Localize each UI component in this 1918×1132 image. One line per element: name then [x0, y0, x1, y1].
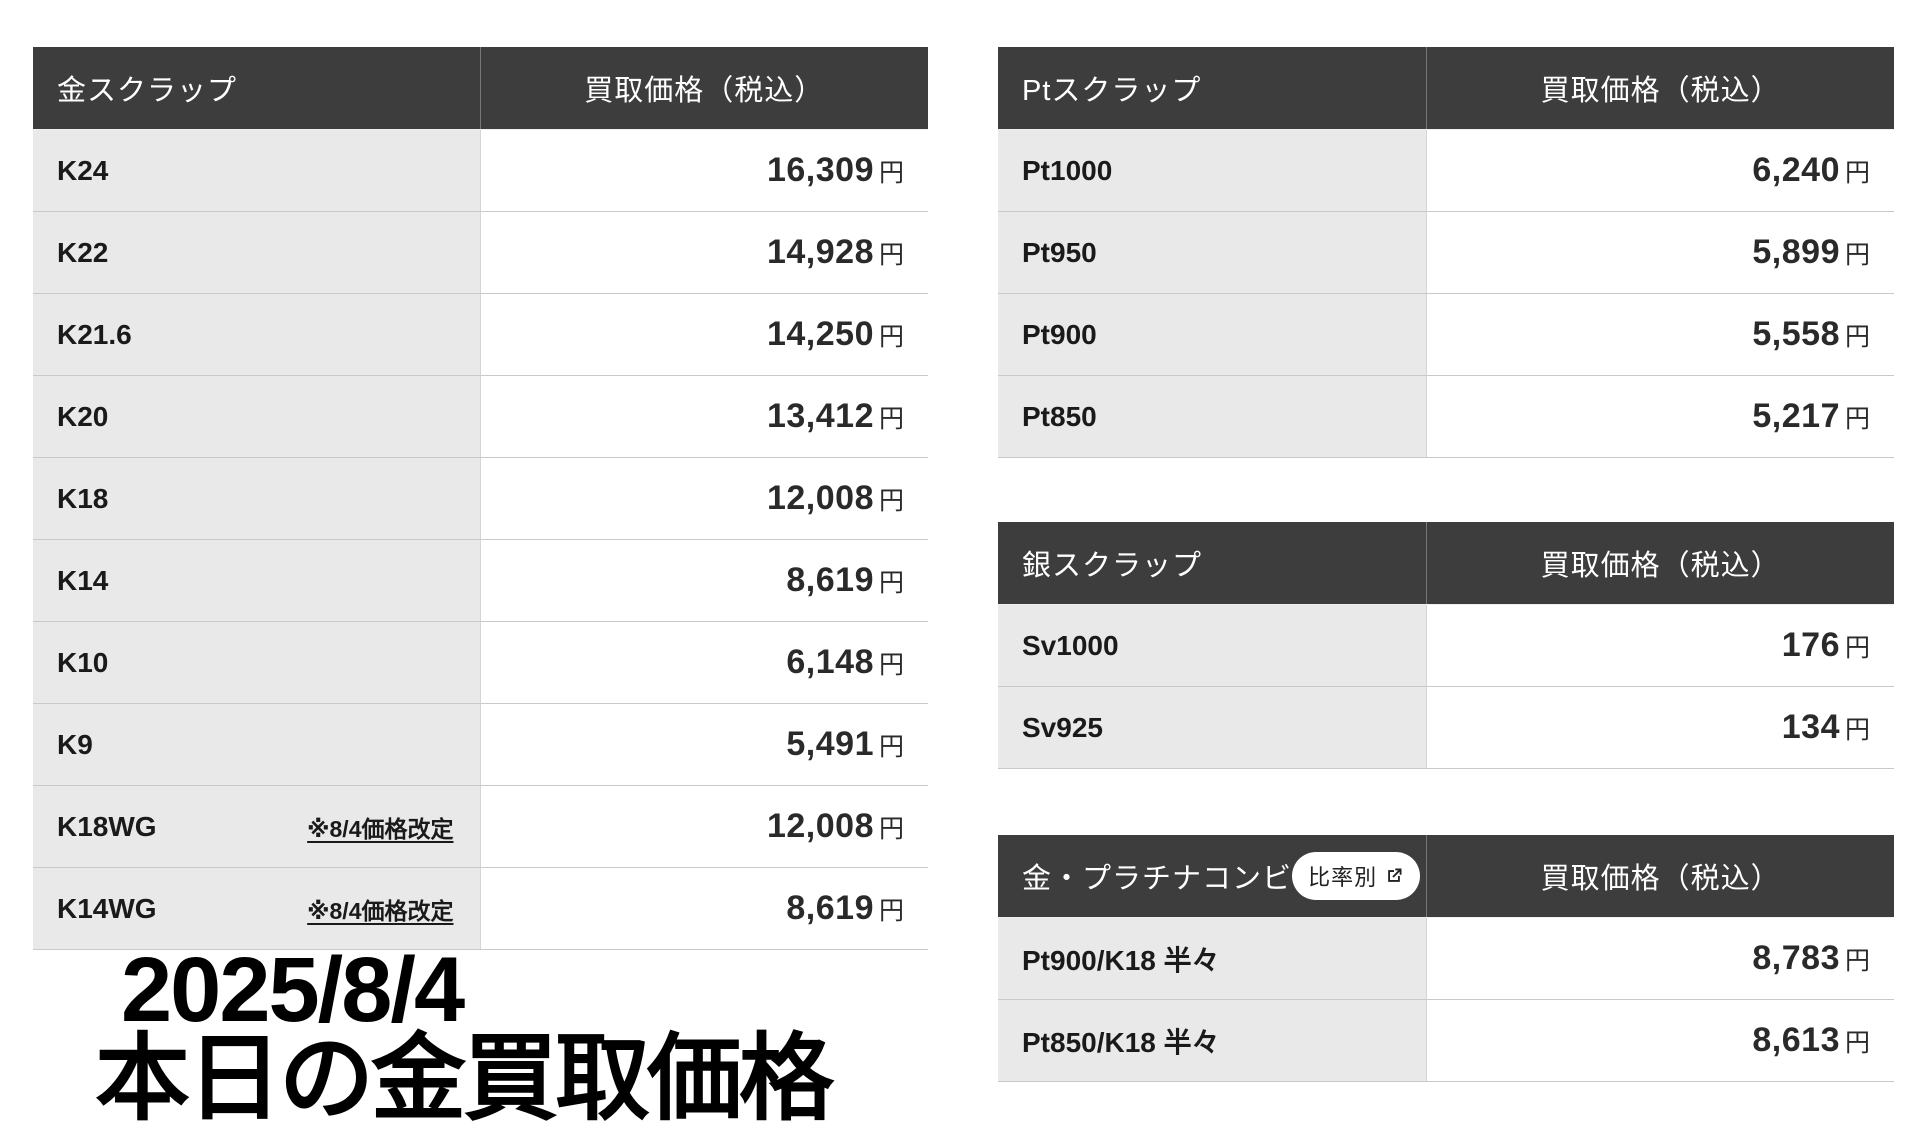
- yen-suffix: 円: [878, 405, 904, 433]
- table-row: K24 16,309 円: [33, 130, 928, 212]
- table-row: K21.6 14,250 円: [33, 294, 928, 376]
- table-row: K22 14,928 円: [33, 212, 928, 294]
- metal-label: Sv925: [1022, 711, 1103, 743]
- table-row: Pt900 5,558 円: [998, 294, 1894, 376]
- price-value: 6,240: [1752, 151, 1840, 189]
- price-value: 14,928: [766, 233, 874, 271]
- table-row: K18 12,008 円: [33, 458, 928, 540]
- yen-suffix: 円: [878, 159, 904, 187]
- metal-label: K20: [57, 400, 109, 432]
- yen-suffix: 円: [1844, 716, 1870, 744]
- price-value: 8,783: [1752, 939, 1840, 977]
- silver-table-title: 銀スクラップ: [998, 522, 1428, 604]
- platinum-table-header: Ptスクラップ 買取価格（税込）: [998, 47, 1894, 130]
- metal-label: K21.6: [57, 318, 132, 350]
- yen-suffix: 円: [1844, 405, 1870, 433]
- price-value: 134: [1781, 708, 1840, 746]
- price-value: 5,558: [1752, 315, 1840, 353]
- metal-label: K9: [57, 728, 93, 760]
- ratio-badge-label: 比率別: [1308, 865, 1378, 890]
- gold-table-header: 金スクラップ 買取価格（税込）: [33, 47, 928, 130]
- price-value: 5,217: [1752, 397, 1840, 435]
- metal-label: Pt850/K18 半々: [1022, 1026, 1220, 1058]
- yen-suffix: 円: [878, 897, 904, 925]
- price-revision-note[interactable]: ※8/4価格改定: [307, 815, 454, 842]
- gold-table-title: 金スクラップ: [33, 47, 481, 129]
- gold-scrap-table: 金スクラップ 買取価格（税込） K24 16,309 円 K22 14,928 円 …: [33, 47, 928, 950]
- yen-suffix: 円: [878, 815, 904, 843]
- yen-suffix: 円: [878, 323, 904, 351]
- price-value: 6,148: [786, 643, 874, 681]
- price-value: 8,613: [1752, 1021, 1840, 1059]
- table-row: K14 8,619 円: [33, 540, 928, 622]
- platinum-scrap-table: Ptスクラップ 買取価格（税込） Pt1000 6,240 円 Pt950 5,8…: [998, 47, 1894, 458]
- table-row: K20 13,412 円: [33, 376, 928, 458]
- metal-label: K14: [57, 564, 109, 596]
- metal-label: K18WG: [57, 810, 157, 842]
- price-value: 8,619: [786, 889, 874, 927]
- table-row: Sv925 134 円: [998, 687, 1894, 769]
- price-value: 8,619: [786, 561, 874, 599]
- metal-label: Pt900: [1022, 318, 1097, 350]
- yen-suffix: 円: [878, 241, 904, 269]
- price-value: 14,250: [766, 315, 874, 353]
- price-value: 5,491: [786, 725, 874, 763]
- price-column-header: 買取価格（税込）: [1540, 550, 1781, 582]
- price-column-header: 買取価格（税込）: [584, 75, 825, 107]
- yen-suffix: 円: [878, 651, 904, 679]
- metal-label: K24: [57, 154, 109, 186]
- price-value: 12,008: [766, 807, 874, 845]
- price-revision-note[interactable]: ※8/4価格改定: [307, 897, 454, 924]
- yen-suffix: 円: [1844, 159, 1870, 187]
- metal-label: K22: [57, 236, 109, 268]
- table-row: Pt1000 6,240 円: [998, 130, 1894, 212]
- yen-suffix: 円: [1844, 634, 1870, 662]
- price-value: 5,899: [1752, 233, 1840, 271]
- yen-suffix: 円: [1844, 323, 1870, 351]
- table-row: Pt850 5,217 円: [998, 376, 1894, 458]
- metal-label: K14WG: [57, 892, 157, 924]
- table-row: K14WG ※8/4価格改定 8,619 円: [33, 868, 928, 950]
- table-row: Pt850/K18 半々 8,613 円: [998, 1000, 1894, 1082]
- metal-label: Pt1000: [1022, 154, 1113, 186]
- combo-table-title: 金・プラチナコンビ: [1022, 863, 1293, 895]
- yen-suffix: 円: [1844, 947, 1870, 975]
- date-banner: 2025/8/4 本日の金買取価格: [95, 939, 834, 1132]
- metal-label: Pt900/K18 半々: [1022, 944, 1220, 976]
- table-row: Pt950 5,899 円: [998, 212, 1894, 294]
- table-row: Sv1000 176 円: [998, 605, 1894, 687]
- table-row: Pt900/K18 半々 8,783 円: [998, 918, 1894, 1000]
- metal-label: Sv1000: [1022, 629, 1119, 661]
- metal-label: K18: [57, 482, 109, 514]
- price-column-header: 買取価格（税込）: [1540, 863, 1781, 895]
- yen-suffix: 円: [878, 487, 904, 515]
- metal-label: Pt850: [1022, 400, 1097, 432]
- silver-scrap-table: 銀スクラップ 買取価格（税込） Sv1000 176 円 Sv925 134 円: [998, 522, 1894, 769]
- banner-date: 2025/8/4: [121, 939, 465, 1041]
- yen-suffix: 円: [1844, 1029, 1870, 1057]
- table-row: K10 6,148 円: [33, 622, 928, 704]
- gold-platinum-combo-table: 金・プラチナコンビ 比率別 買取価格（税込） Pt900/K18 半々 8,78…: [998, 835, 1894, 1082]
- metal-label: K10: [57, 646, 109, 678]
- yen-suffix: 円: [878, 569, 904, 597]
- metal-label: Pt950: [1022, 236, 1097, 268]
- price-column-header: 買取価格（税込）: [1540, 75, 1781, 107]
- silver-table-header: 銀スクラップ 買取価格（税込）: [998, 522, 1894, 605]
- ratio-link-badge[interactable]: 比率別: [1292, 852, 1421, 900]
- price-value: 12,008: [766, 479, 874, 517]
- price-value: 16,309: [766, 151, 874, 189]
- table-row: K18WG ※8/4価格改定 12,008 円: [33, 786, 928, 868]
- platinum-table-title: Ptスクラップ: [998, 47, 1428, 129]
- price-value: 13,412: [766, 397, 874, 435]
- table-row: K9 5,491 円: [33, 704, 928, 786]
- yen-suffix: 円: [878, 733, 904, 761]
- price-value: 176: [1781, 626, 1840, 664]
- banner-title: 本日の金買取価格: [95, 1026, 834, 1132]
- external-link-icon: [1388, 868, 1402, 882]
- yen-suffix: 円: [1844, 241, 1870, 269]
- combo-table-header: 金・プラチナコンビ 比率別 買取価格（税込）: [998, 835, 1894, 918]
